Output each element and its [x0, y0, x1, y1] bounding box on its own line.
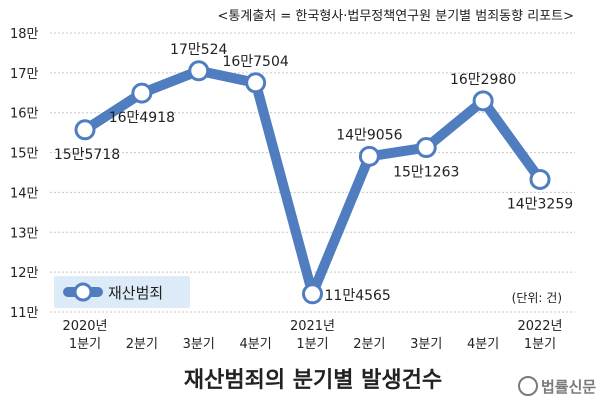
watermark: 법률신문 — [518, 376, 596, 396]
y-tick-label: 11만 — [10, 306, 39, 321]
x-tick-label: 1분기 — [69, 337, 101, 352]
x-tick-year-label: 2020년 — [62, 319, 107, 334]
series-line — [80, 65, 545, 299]
data-label: 17만524 — [170, 42, 228, 58]
data-point — [472, 90, 494, 112]
data-point — [302, 283, 323, 305]
y-tick-label: 16만 — [10, 107, 39, 122]
x-tick-year-label: 2021년 — [290, 319, 335, 334]
data-label: 16만4918 — [109, 110, 175, 126]
legend-marker — [73, 282, 93, 302]
y-tick-label: 15만 — [10, 147, 39, 162]
y-tick-label: 17만 — [10, 67, 39, 82]
data-point — [358, 145, 380, 167]
x-tick-labels: 2020년 1분기 2분기 3분기 4분기 2021년 1분기 2분기 3분기 4분기 2022년 1… — [62, 319, 562, 352]
data-label: 16만7504 — [222, 54, 288, 70]
data-label: 16만2980 — [450, 72, 516, 88]
x-tick-label: 2분기 — [353, 337, 385, 352]
data-label: 15만1263 — [393, 165, 459, 181]
y-tick-label: 18만 — [10, 27, 39, 42]
data-point — [74, 119, 96, 141]
x-tick-label: 1분기 — [524, 337, 556, 352]
x-tick-label: 4분기 — [240, 337, 272, 352]
unit-note: (단위: 건) — [512, 291, 562, 305]
y-tick-label: 13만 — [10, 226, 39, 241]
x-tick-label: 2분기 — [126, 337, 158, 352]
legend-label: 재산범죄 — [108, 284, 163, 302]
chart-title: 재산범죄의 분기별 발생건수 — [184, 368, 442, 393]
x-tick-label: 3분기 — [410, 337, 442, 352]
data-label: 15만5718 — [54, 147, 120, 163]
watermark-emblem-icon — [518, 376, 538, 396]
data-label: 11만4565 — [325, 288, 391, 304]
legend: 재산범죄 — [54, 276, 190, 308]
watermark-text: 법률신문 — [541, 378, 596, 396]
x-tick-year-label: 2022년 — [517, 319, 562, 334]
x-tick-label: 4분기 — [467, 337, 499, 352]
y-tick-label: 14만 — [10, 186, 39, 201]
y-tick-label: 12만 — [10, 266, 39, 281]
data-points — [74, 60, 551, 305]
data-point — [415, 137, 437, 159]
data-point — [245, 72, 267, 94]
x-tick-label: 3분기 — [183, 337, 215, 352]
data-point — [188, 60, 210, 82]
source-note: <통계출처 = 한국형사·법무정책연구원 분기별 범죄동향 리포트> — [218, 9, 574, 24]
data-point — [131, 82, 153, 104]
data-label: 14만9056 — [336, 127, 402, 143]
data-point — [529, 168, 551, 190]
y-tick-labels: 18만 17만 16만 15만 14만 13만 12만 11만 — [10, 27, 39, 321]
data-label: 14만3259 — [507, 196, 573, 212]
x-tick-label: 1분기 — [296, 337, 328, 352]
